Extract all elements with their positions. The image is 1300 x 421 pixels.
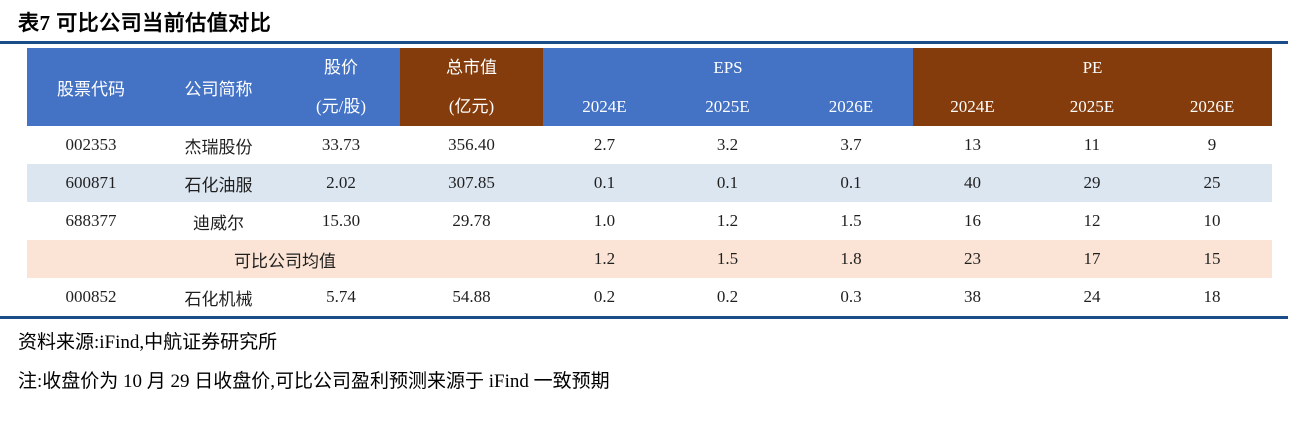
valuation-table: 股票代码 公司简称 股价 (元/股) 总市值 (亿元) EPS PE 2024E… xyxy=(27,48,1273,316)
mktcap-header-line2: (亿元) xyxy=(448,97,495,116)
column-header-stock-code: 股票代码 xyxy=(27,48,155,126)
cell-company-name: 迪威尔 xyxy=(193,213,244,233)
table-row-diweier: 688377 迪威尔 15.30 29.78 1.0 1.2 1.5 16 12… xyxy=(27,202,1272,240)
group-header-pe: PE xyxy=(913,48,1273,87)
cell-pe-2025e: 24 xyxy=(1083,287,1101,306)
cell-eps-2025e: 1.2 xyxy=(716,211,739,230)
cell-eps-2026e: 1.5 xyxy=(840,211,862,230)
column-header-price: 股价 (元/股) xyxy=(282,48,400,126)
cell-eps-2026e: 3.7 xyxy=(840,135,862,154)
cell-pe-2026e: 9 xyxy=(1207,135,1217,154)
price-date-note: 注:收盘价为 10 月 29 日收盘价,可比公司盈利预测来源于 iFind 一致… xyxy=(18,371,610,392)
cell-pe-2026e: 15 xyxy=(1203,249,1221,268)
cell-stock-code: 688377 xyxy=(65,211,117,230)
cell-eps-2024e: 1.2 xyxy=(593,249,616,268)
cell-pe-2024e: 16 xyxy=(964,211,981,230)
column-header-company-name: 公司简称 xyxy=(155,48,282,126)
cell-pe-2024e: 38 xyxy=(964,287,981,306)
column-header-pe-2026e: 2026E xyxy=(1152,87,1273,126)
column-header-pe-2024e: 2024E xyxy=(913,87,1032,126)
cell-eps-2024e: 0.1 xyxy=(593,173,616,192)
cell-stock-code: 000852 xyxy=(65,287,117,306)
table-row-jerui: 002353 杰瑞股份 33.73 356.40 2.7 3.2 3.7 13 … xyxy=(27,126,1272,164)
cell-pe-2025e: 12 xyxy=(1083,211,1101,230)
cell-pe-2024e: 13 xyxy=(964,135,981,154)
column-header-eps-2024e: 2024E xyxy=(543,87,666,126)
cell-eps-2026e: 1.8 xyxy=(840,249,862,268)
cell-market-cap: 307.85 xyxy=(448,173,495,192)
cell-pe-2024e: 40 xyxy=(964,173,981,192)
mktcap-header-line1: 总市值 xyxy=(446,58,497,77)
cell-company-name: 杰瑞股份 xyxy=(184,137,253,157)
cell-eps-2025e: 3.2 xyxy=(716,135,739,154)
table-row-shihua-jixie: 000852 石化机械 5.74 54.88 0.2 0.2 0.3 38 24… xyxy=(27,278,1272,316)
cell-eps-2024e: 0.2 xyxy=(593,287,616,306)
cell-price: 33.73 xyxy=(321,135,361,154)
top-rule xyxy=(0,41,1288,44)
cell-stock-code: 002353 xyxy=(65,135,117,154)
cell-pe-2026e: 25 xyxy=(1203,173,1221,192)
table-row-shihua-youfu: 600871 石化油服 2.02 307.85 0.1 0.1 0.1 40 2… xyxy=(27,164,1273,202)
cell-pe-2024e: 23 xyxy=(964,249,981,268)
cell-pe-2025e: 17 xyxy=(1083,249,1101,268)
cell-pe-2026e: 10 xyxy=(1203,211,1221,230)
source-note: 资料来源:iFind,中航证券研究所 xyxy=(18,332,278,353)
group-header-eps: EPS xyxy=(543,48,913,87)
cell-eps-2024e: 1.0 xyxy=(593,211,616,230)
cell-market-cap: 29.78 xyxy=(452,211,491,230)
header-row-years: 2024E 2025E 2026E 2024E 2025E 2026E xyxy=(27,87,1273,126)
cell-average-label: 可比公司均值 xyxy=(234,251,336,271)
cell-eps-2025e: 0.2 xyxy=(716,287,739,306)
cell-price: 15.30 xyxy=(321,211,361,230)
column-header-market-cap: 总市值 (亿元) xyxy=(400,48,543,126)
cell-eps-2025e: 1.5 xyxy=(716,249,739,268)
cell-eps-2024e: 2.7 xyxy=(593,135,616,154)
bottom-rule xyxy=(0,316,1288,319)
column-header-pe-2025e: 2025E xyxy=(1032,87,1152,126)
price-header-line1: 股价 xyxy=(324,58,358,77)
column-header-eps-2026e: 2026E xyxy=(789,87,913,126)
cell-price: 2.02 xyxy=(326,173,356,192)
cell-market-cap: 356.40 xyxy=(448,135,495,154)
cell-pe-2025e: 11 xyxy=(1083,135,1101,154)
table-row-average: 可比公司均值 1.2 1.5 1.8 23 17 15 xyxy=(27,240,1273,278)
column-header-eps-2025e: 2025E xyxy=(666,87,789,126)
table-title: 表7 可比公司当前估值对比 xyxy=(18,11,272,35)
header-row-groups: 股票代码 公司简称 股价 (元/股) 总市值 (亿元) EPS PE xyxy=(27,48,1273,126)
cell-eps-2025e: 0.1 xyxy=(716,173,739,192)
cell-company-name: 石化机械 xyxy=(184,289,253,309)
cell-eps-2026e: 0.1 xyxy=(840,173,862,192)
cell-pe-2025e: 29 xyxy=(1083,173,1101,192)
cell-price: 5.74 xyxy=(326,287,356,306)
cell-company-name: 石化油服 xyxy=(184,175,253,195)
price-header-line2: (元/股) xyxy=(315,97,367,116)
cell-stock-code: 600871 xyxy=(65,173,117,192)
cell-pe-2026e: 18 xyxy=(1203,287,1221,306)
cell-market-cap: 54.88 xyxy=(452,287,491,306)
cell-eps-2026e: 0.3 xyxy=(840,287,862,306)
